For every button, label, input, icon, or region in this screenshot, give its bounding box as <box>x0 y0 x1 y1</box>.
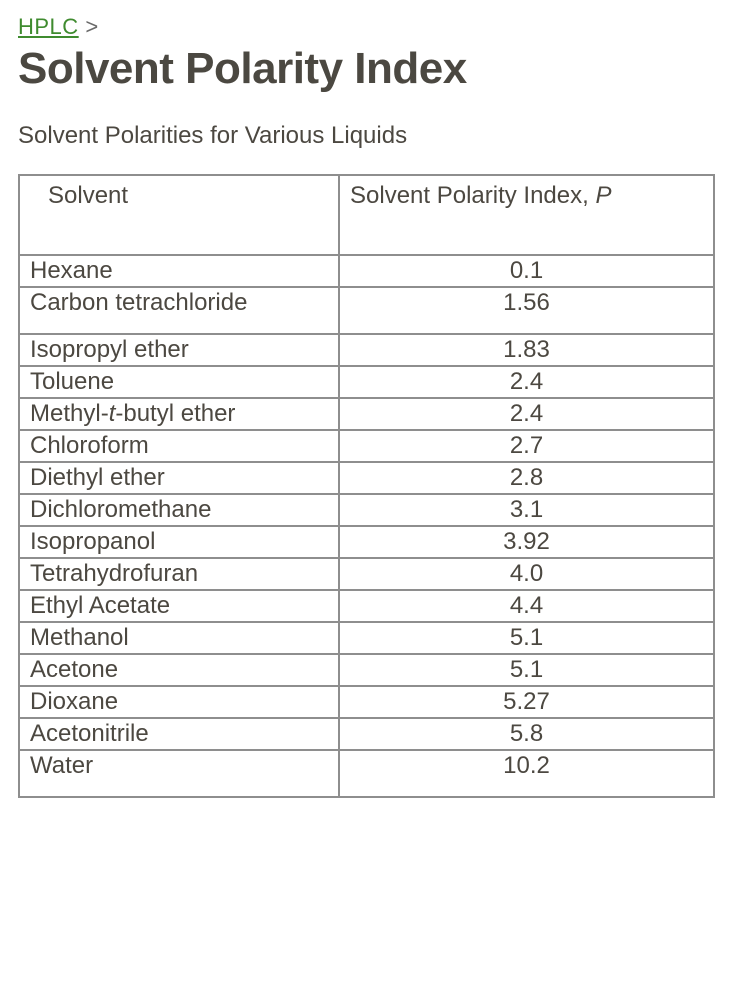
table-header-row: Solvent Solvent Polarity Index, P <box>19 175 714 255</box>
cell-solvent: Isopropyl ether <box>19 334 339 366</box>
cell-polarity-value: 2.8 <box>339 462 714 494</box>
cell-solvent: Toluene <box>19 366 339 398</box>
table-row: Diethyl ether2.8 <box>19 462 714 494</box>
cell-polarity-value: 3.1 <box>339 494 714 526</box>
cell-solvent: Isopropanol <box>19 526 339 558</box>
column-header-solvent: Solvent <box>19 175 339 255</box>
table-row: Acetone5.1 <box>19 654 714 686</box>
cell-polarity-value: 2.4 <box>339 398 714 430</box>
cell-solvent: Methyl-t-butyl ether <box>19 398 339 430</box>
solvent-polarity-table: Solvent Solvent Polarity Index, P Hexane… <box>18 174 715 798</box>
cell-polarity-value: 0.1 <box>339 255 714 287</box>
cell-solvent: Dichloromethane <box>19 494 339 526</box>
cell-solvent: Acetonitrile <box>19 718 339 750</box>
cell-solvent: Chloroform <box>19 430 339 462</box>
table-caption: Solvent Polarities for Various Liquids <box>18 122 736 150</box>
table-row: Hexane0.1 <box>19 255 714 287</box>
cell-polarity-value: 5.1 <box>339 622 714 654</box>
cell-solvent: Hexane <box>19 255 339 287</box>
table-row: Tetrahydrofuran4.0 <box>19 558 714 590</box>
table-row: Acetonitrile5.8 <box>19 718 714 750</box>
cell-polarity-value: 5.27 <box>339 686 714 718</box>
cell-solvent: Methanol <box>19 622 339 654</box>
cell-polarity-value: 4.4 <box>339 590 714 622</box>
cell-solvent: Diethyl ether <box>19 462 339 494</box>
column-header-polarity-index: Solvent Polarity Index, P <box>339 175 714 255</box>
cell-polarity-value: 4.0 <box>339 558 714 590</box>
table-row: Ethyl Acetate4.4 <box>19 590 714 622</box>
table-row: Chloroform2.7 <box>19 430 714 462</box>
table-row: Dichloromethane3.1 <box>19 494 714 526</box>
table-row: Isopropyl ether1.83 <box>19 334 714 366</box>
cell-solvent: Tetrahydrofuran <box>19 558 339 590</box>
cell-solvent: Acetone <box>19 654 339 686</box>
cell-polarity-value: 2.7 <box>339 430 714 462</box>
cell-polarity-value: 3.92 <box>339 526 714 558</box>
table-row: Carbon tetrachloride1.56 <box>19 287 714 334</box>
cell-solvent: Dioxane <box>19 686 339 718</box>
cell-solvent: Carbon tetrachloride <box>19 287 339 334</box>
cell-polarity-value: 2.4 <box>339 366 714 398</box>
cell-solvent: Ethyl Acetate <box>19 590 339 622</box>
table-row: Water10.2 <box>19 750 714 797</box>
page-title: Solvent Polarity Index <box>18 44 736 94</box>
table-row: Methanol5.1 <box>19 622 714 654</box>
table-row: Dioxane5.27 <box>19 686 714 718</box>
cell-polarity-value: 1.56 <box>339 287 714 334</box>
cell-polarity-value: 1.83 <box>339 334 714 366</box>
table-row: Methyl-t-butyl ether2.4 <box>19 398 714 430</box>
column-header-polarity-symbol: P <box>595 182 611 209</box>
table-body: Hexane0.1Carbon tetrachloride1.56Isoprop… <box>19 255 714 797</box>
cell-polarity-value: 10.2 <box>339 750 714 797</box>
table-row: Toluene2.4 <box>19 366 714 398</box>
breadcrumb-link-hplc[interactable]: HPLC <box>18 14 79 39</box>
column-header-polarity-prefix: Solvent Polarity Index, <box>350 182 595 209</box>
cell-polarity-value: 5.8 <box>339 718 714 750</box>
cell-solvent: Water <box>19 750 339 797</box>
cell-polarity-value: 5.1 <box>339 654 714 686</box>
breadcrumb: HPLC > <box>18 14 736 40</box>
breadcrumb-separator: > <box>85 14 98 39</box>
table-row: Isopropanol3.92 <box>19 526 714 558</box>
